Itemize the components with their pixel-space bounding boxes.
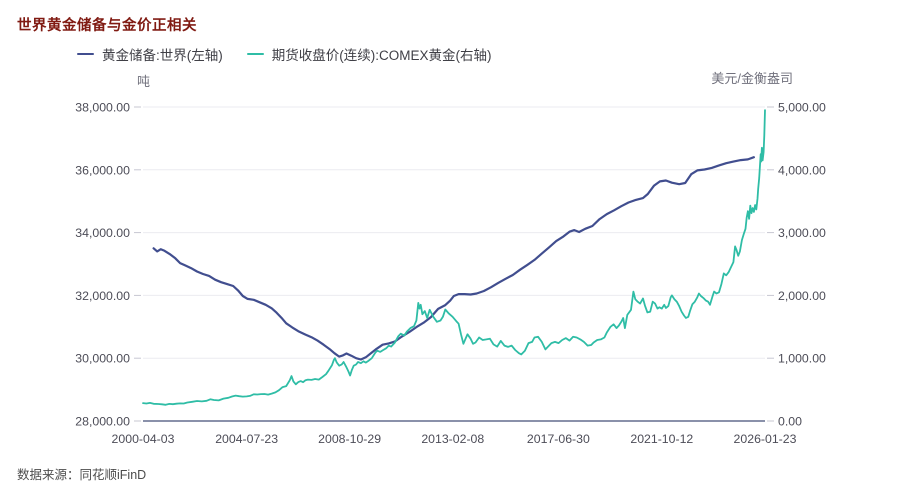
right-axis-unit-label: 美元/金衡盎司 [711,71,793,86]
chart-title: 世界黄金储备与金价正相关 [17,18,197,34]
right-axis-tick-label: 5,000.00 [778,101,826,115]
left-axis-tick-label: 34,000.00 [75,226,130,240]
legend-item-gold-reserves[interactable]: 黄金储备:世界(左轴) [77,44,223,64]
right-axis-tick-label: 0.00 [778,415,802,429]
data-source: 数据来源：同花顺iFinD [17,468,147,482]
right-axis-tick-label: 3,000.00 [778,226,826,240]
x-axis-tick-label: 2017-06-30 [527,432,590,446]
x-axis-tick-label: 2008-10-29 [318,432,381,446]
x-axis-tick-label: 2013-02-08 [421,432,484,446]
x-axis-tick-label: 2021-10-12 [630,432,693,446]
right-axis-tick-label: 1,000.00 [778,352,826,366]
x-axis-tick-label: 2000-04-03 [112,432,175,446]
left-axis-tick-label: 28,000.00 [75,415,130,429]
series-line-comex-gold [142,109,766,406]
series-line-gold-reserves [152,156,756,361]
legend-label-comex: 期货收盘价(连续):COMEX黄金(右轴) [271,48,492,63]
legend-line-swatch-reserves [77,52,94,56]
legend-item-comex-gold[interactable]: 期货收盘价(连续):COMEX黄金(右轴) [246,44,492,64]
left-axis-unit-label: 吨 [137,74,151,89]
legend: 黄金储备:世界(左轴) 期货收盘价(连续):COMEX黄金(右轴) [77,44,492,64]
legend-line-swatch-comex [246,52,264,56]
left-axis-tick-label: 38,000.00 [75,101,130,115]
x-axis-tick-label: 2004-07-23 [215,432,278,446]
legend-label-reserves: 黄金储备:世界(左轴) [102,48,223,63]
x-axis-tick-label: 2026-01-23 [734,432,797,446]
right-axis-tick-label: 4,000.00 [778,163,826,177]
left-axis-tick-label: 30,000.00 [75,352,130,366]
left-axis-tick-label: 36,000.00 [75,163,130,177]
right-axis-tick-label: 2,000.00 [778,289,826,303]
left-axis-tick-label: 32,000.00 [75,289,130,303]
